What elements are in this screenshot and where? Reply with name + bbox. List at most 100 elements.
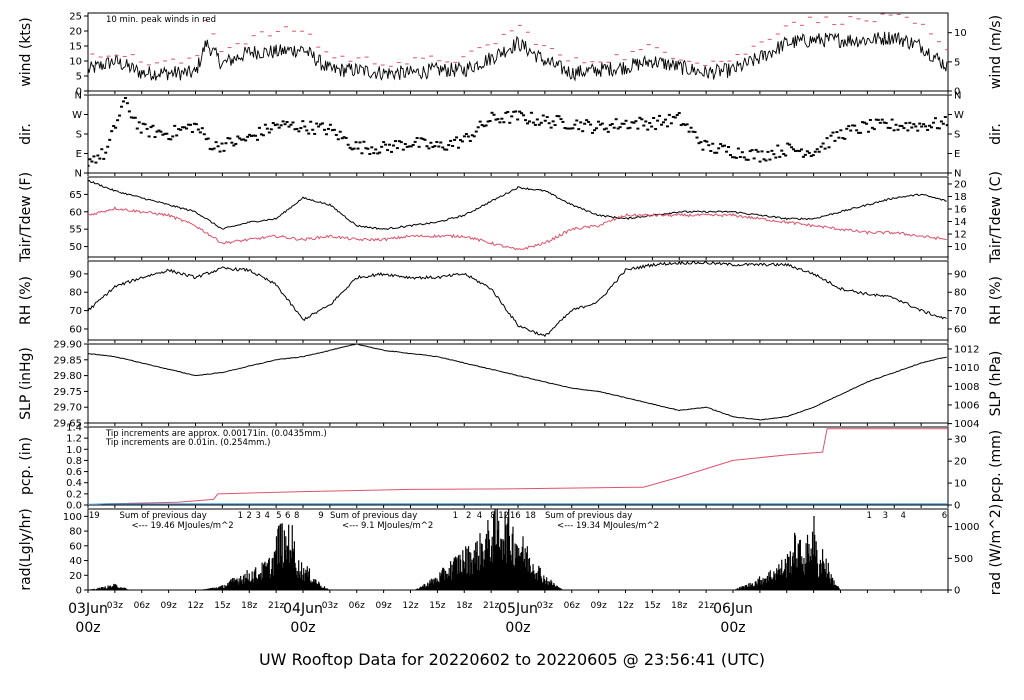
x-day-label: 04Jun xyxy=(283,601,323,617)
wind-ytick-left: 20 xyxy=(69,27,82,38)
rad-hour-number: 4 xyxy=(264,511,269,521)
rad-ytick-left: 80 xyxy=(69,527,82,538)
rad-hour-number: 16 xyxy=(510,511,521,521)
slp-data xyxy=(88,344,947,421)
slp-ytick-left: 29.80 xyxy=(53,371,82,382)
pcp-ytick-left: 0.4 xyxy=(66,478,82,489)
dir-ytick-left: S xyxy=(76,130,82,141)
x-day-label: 06Jun xyxy=(713,601,753,617)
slp-ytick-left: 29.90 xyxy=(53,340,82,351)
slp-panel: SLP (inHg) SLP (hPa) 29.65 29.70 29.75 29.80 2… xyxy=(18,340,1004,431)
pcp-ylabel: pcp. (in) xyxy=(18,437,34,495)
x-hour-tick: 21z xyxy=(268,601,284,611)
dir-ytick-right: N xyxy=(954,169,961,180)
x-hour-tick: 12z xyxy=(187,601,203,611)
temp-series-line xyxy=(88,179,947,231)
pcp-ylabel-right: pcp. (mm) xyxy=(988,430,1004,503)
rad-hour-number: 1 xyxy=(453,511,458,521)
wind-ytick-left: 15 xyxy=(69,42,82,53)
x-hour-tick: 15z xyxy=(644,601,660,611)
x-hour-tick: 09z xyxy=(591,601,607,611)
wind-ytick-right: 10 xyxy=(954,28,967,39)
dir-ylabel: dir. xyxy=(18,123,34,145)
temp-ylabel-right: Tair/Tdew (C) xyxy=(988,171,1004,264)
rad-hour-number: 12 xyxy=(498,511,509,521)
dir-ytick-right: E xyxy=(954,149,960,160)
x-day-hour-label: 00z xyxy=(75,620,100,636)
pcp-data xyxy=(88,428,948,505)
slp-ytick-right: 1006 xyxy=(954,400,979,411)
temp-series-line xyxy=(88,206,947,251)
wind-ylabel: wind (kts) xyxy=(18,17,34,86)
pcp-panel: pcp. (in) pcp. (mm)0.00.20.40.60.81.01.21… xyxy=(18,423,1004,512)
wind-ylabel-right: wind (m/s) xyxy=(988,15,1004,89)
x-axis: 03z 06z 09z 12z 15z 18z 21z 03z 06z 09z 12z 15z 18z 2… xyxy=(68,601,753,636)
slp-series-line xyxy=(88,344,947,421)
x-hour-tick: 15z xyxy=(429,601,445,611)
wind-speed-line xyxy=(88,31,948,82)
temp-ytick-right: 12 xyxy=(954,230,967,241)
wind-ytick-left: 25 xyxy=(69,12,82,23)
rh-series-line xyxy=(88,261,947,338)
x-hour-tick: 21z xyxy=(483,601,499,611)
temp-data xyxy=(88,179,947,251)
rad-hour-number: 6 xyxy=(942,511,947,521)
rad-hour-number: 6 xyxy=(285,511,290,521)
pcp-ytick-left: 0.8 xyxy=(66,456,82,467)
slp-ytick-right: 1004 xyxy=(954,419,979,430)
rad-sum-label: Sum of previous day xyxy=(545,511,632,521)
pcp-ytick-left: 0.0 xyxy=(66,501,82,512)
x-hour-tick: 09z xyxy=(161,601,177,611)
x-day-hour-label: 00z xyxy=(720,620,745,636)
rad-sum-label: Sum of previous day xyxy=(330,511,417,521)
x-hour-tick: 18z xyxy=(671,601,687,611)
rad-sum-value: <--- 19.34 MJoules/m^2 xyxy=(557,521,659,531)
pcp-ytick-right: 10 xyxy=(954,479,967,490)
rad-ytick-right: 1000 xyxy=(954,522,979,533)
rad-ytick-left: 20 xyxy=(69,571,82,582)
pcp-series-line xyxy=(88,503,948,505)
slp-ylabel: SLP (inHg) xyxy=(18,347,34,420)
slp-ytick-left: 29.75 xyxy=(53,387,82,398)
chart-title: UW Rooftop Data for 20220602 to 20220605… xyxy=(259,650,765,669)
temp-ytick-right: 18 xyxy=(954,192,967,203)
rad-panel: rad(Lgly/hr) rad (W/m^2)02040608010005001… xyxy=(18,504,1004,597)
rad-ytick-left: 0 xyxy=(76,586,82,597)
x-hour-tick: 06z xyxy=(564,601,580,611)
rad-hour-number: 5 xyxy=(276,511,281,521)
rad-hour-number: 3 xyxy=(883,511,888,521)
rad-hour-number: 4 xyxy=(900,511,905,521)
x-hour-tick: 12z xyxy=(617,601,633,611)
dir-ytick-right: N xyxy=(954,91,961,102)
rh-ytick-left: 60 xyxy=(69,324,82,335)
x-hour-tick: 06z xyxy=(349,601,365,611)
rh-ytick-right: 80 xyxy=(954,288,967,299)
dir-ytick-left: N xyxy=(75,91,82,102)
x-hour-tick: 18z xyxy=(456,601,472,611)
dir-ytick-left: E xyxy=(76,149,82,160)
rh-ytick-left: 80 xyxy=(69,288,82,299)
rh-panel: RH (%) RH (%) 60 70 80 90 60 70 80 90 xyxy=(18,260,1004,343)
wind-annotation: 10 min. peak winds in red xyxy=(106,15,216,25)
dir-ytick-left: N xyxy=(75,169,82,180)
x-hour-tick: 03z xyxy=(107,601,123,611)
rad-hour-number: 1 xyxy=(238,511,243,521)
slp-ytick-right: 1012 xyxy=(954,344,979,355)
slp-ytick-right: 1008 xyxy=(954,382,979,393)
rad-ylabel: rad(Lgly/hr) xyxy=(18,508,34,590)
pcp-ytick-left: 1.4 xyxy=(66,423,82,434)
wind-ytick-right: 0 xyxy=(954,87,960,98)
rh-ytick-left: 90 xyxy=(69,269,82,280)
pcp-ytick-right: 30 xyxy=(954,435,967,446)
rad-hour-number: 3 xyxy=(255,511,260,521)
rh-ytick-right: 60 xyxy=(954,324,967,335)
temp-ytick-left: 55 xyxy=(69,225,82,236)
rh-ytick-left: 70 xyxy=(69,306,82,317)
x-hour-tick: 03z xyxy=(322,601,338,611)
wind-ytick-left: 0 xyxy=(76,87,82,98)
pcp-annotation-2: Tip increments are 0.01in. (0.254mm.) xyxy=(105,438,270,448)
x-day-label: 05Jun xyxy=(498,601,538,617)
rad-ytick-left: 40 xyxy=(69,556,82,567)
rad-hour-number: 18 xyxy=(525,511,536,521)
